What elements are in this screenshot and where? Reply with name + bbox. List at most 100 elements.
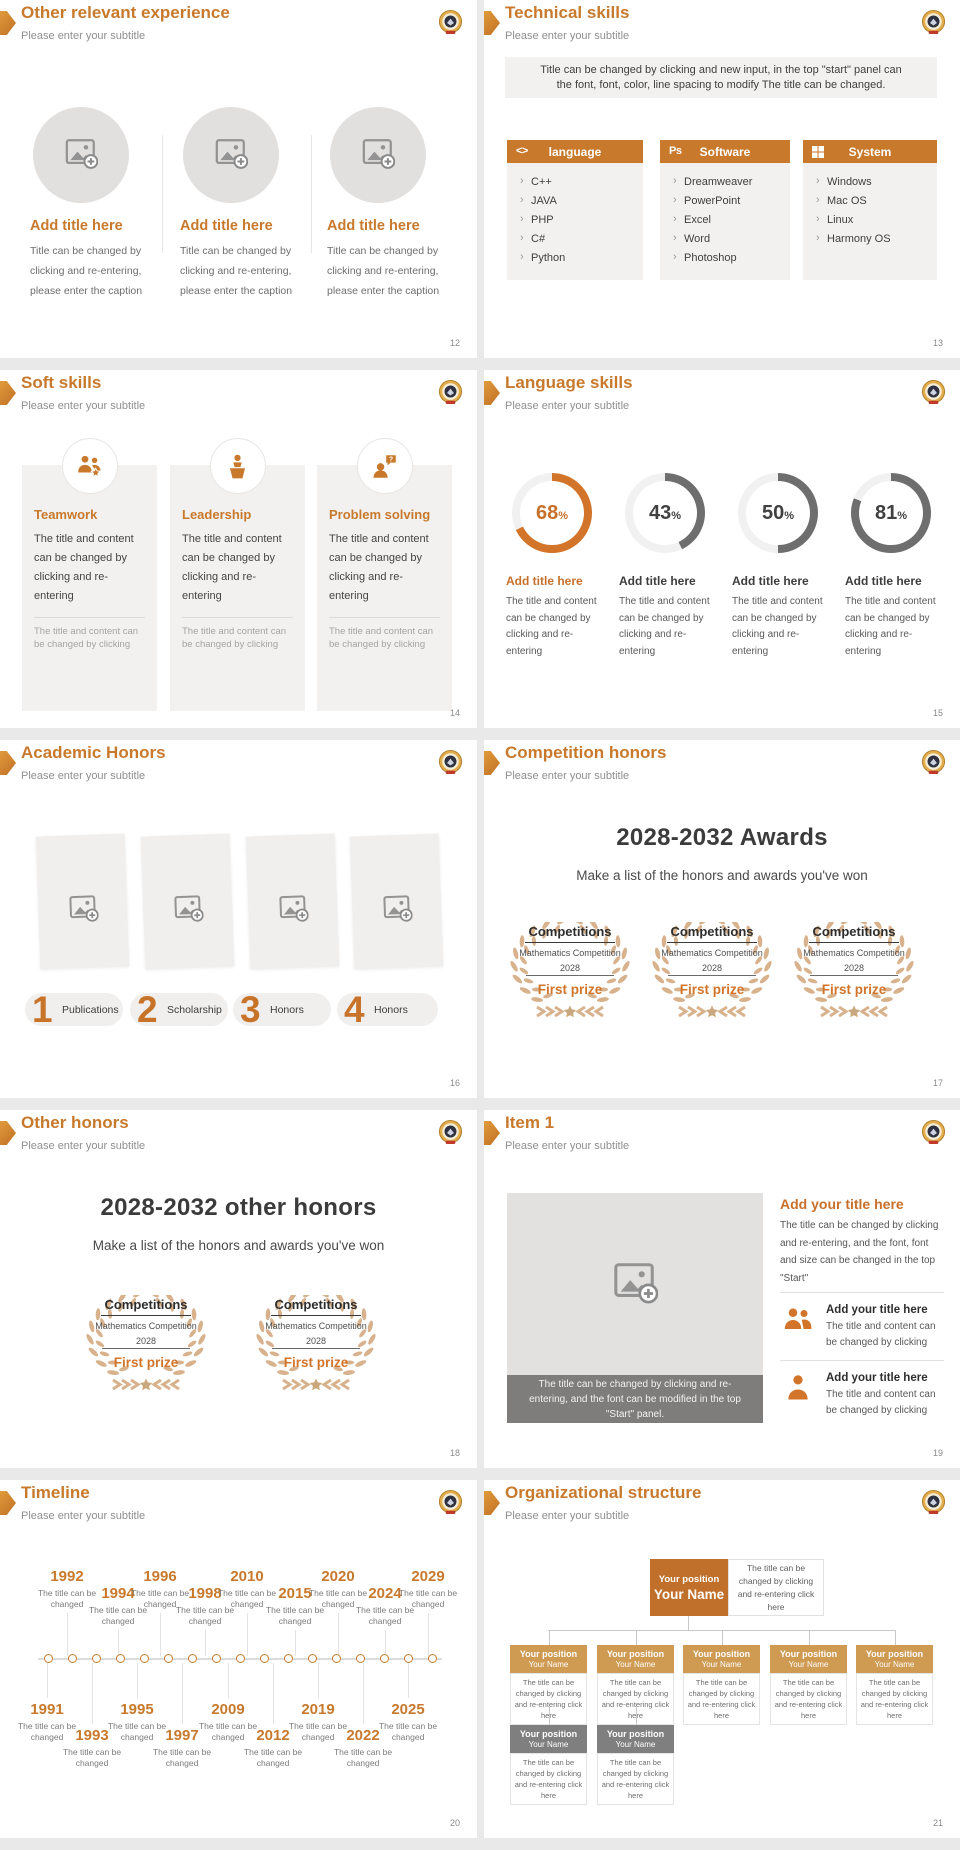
donut-chart: 50% [738, 473, 818, 553]
slide-21-organizational-structure[interactable]: Organizational structure Please enter yo… [484, 1480, 960, 1838]
timeline-node [43, 1654, 53, 1663]
slide-12-other-relevant-experience[interactable]: Other relevant experience Please enter y… [0, 0, 477, 358]
feature-body: The title and content can be changed by … [826, 1321, 936, 1348]
list-item: PowerPoint [660, 191, 790, 211]
slide-title: Soft skills [21, 373, 102, 392]
awards-subheading: Make a list of the honors and awards you… [92, 1238, 385, 1253]
award-wreath: Competitions Mathematics Competition 2028 F… [789, 922, 919, 1024]
wreath-prize: First prize [537, 982, 603, 997]
wreath-title: Competitions [525, 924, 615, 943]
slide-title: Technical skills [505, 3, 630, 22]
percent-sign: % [897, 509, 908, 522]
wreath-year: 2028 [668, 963, 756, 976]
timeline-year: 2022 [346, 1727, 380, 1744]
timeline-year: 2029 [411, 1568, 445, 1585]
org-children: Your position Your Name The title can be c… [484, 1480, 960, 1838]
position-label: Your position [658, 1573, 720, 1585]
people-icon [780, 1304, 816, 1350]
list-item: C++ [507, 172, 643, 192]
add-image-icon [64, 136, 99, 175]
org-sub-branch: Your position Your Name The title can be c… [510, 1707, 587, 1805]
timeline-entry: 2020 The title can be changed [306, 1568, 370, 1610]
org-position-box: Your position Your Name [510, 1725, 587, 1753]
position-label: Your position [779, 1648, 838, 1659]
award-wreath: Competitions Mathematics Competition 2028 F… [81, 1295, 211, 1397]
item-caption: Title can be changed by clicking and re-… [327, 245, 440, 297]
slide-title: Other honors [21, 1113, 129, 1132]
right-title: Add your title here [780, 1196, 904, 1212]
slide-18-other-honors[interactable]: Other honors Please enter your subtitle … [0, 1110, 477, 1468]
timeline-connector [228, 1663, 229, 1698]
language-gauge: 43% Add title here The title and content c… [619, 473, 711, 660]
list-item: Dreamweaver [660, 172, 790, 192]
language-gauge: 68% Add title here The title and content c… [506, 473, 598, 660]
timeline-entry: 2010 The title can be changed [215, 1568, 279, 1610]
award-wreath: Competitions Mathematics Competition 2028 F… [505, 922, 635, 1024]
teamwork-icon [61, 438, 118, 494]
slide-subtitle: Please enter your subtitle [21, 1140, 146, 1152]
timeline-entry: 2029 The title can be changed [396, 1568, 460, 1610]
wreath-event: Mathematics Competition [661, 948, 763, 958]
timeline-entry: 2022 The title can be changed [331, 1727, 395, 1769]
timeline-year: 1996 [143, 1568, 177, 1585]
position-label: Your position [606, 1648, 665, 1659]
school-crest-logo [920, 749, 947, 776]
gauge-body: The title and content can be changed by … [845, 596, 936, 657]
org-position-box: Your position Your Name [856, 1645, 933, 1673]
feature-row: Add your title here The title and content… [780, 1360, 944, 1428]
add-image-icon [612, 1259, 659, 1310]
donut-value: 68% [512, 473, 592, 553]
list-item: Excel [660, 210, 790, 230]
column-header: System [803, 140, 937, 163]
wreath-event: Mathematics Competition [803, 948, 905, 958]
badge-label: Scholarship [167, 1003, 222, 1016]
org-note: The title can be changed by clicking and… [597, 1673, 674, 1725]
photo-placeholder [349, 833, 444, 970]
school-crest-logo [437, 749, 464, 776]
timeline-year: 1998 [188, 1585, 222, 1602]
timeline-connector [408, 1663, 409, 1698]
school-crest-logo [920, 1489, 947, 1516]
page-number: 15 [932, 708, 943, 718]
page-number: 17 [932, 1078, 943, 1088]
school-crest-logo [437, 9, 464, 36]
list-item: PHP [507, 210, 643, 230]
photo-placeholder [35, 833, 130, 970]
gauge-title: Add title here [506, 574, 583, 588]
badge-number: 3 [240, 989, 261, 1030]
wreath-text: Competitions Mathematics Competition 2028 F… [647, 922, 777, 997]
timeline-node [379, 1654, 389, 1663]
add-image-icon [172, 874, 204, 928]
slide-title: Other relevant experience [21, 3, 230, 22]
slide-13-technical-skills[interactable]: Technical skills Please enter your subti… [484, 0, 960, 358]
slide-14-soft-skills[interactable]: Soft skills Please enter your subtitle T… [0, 370, 477, 728]
school-crest-logo [437, 1489, 464, 1516]
org-position-box: Your position Your Name [770, 1645, 847, 1673]
slide-19-item-1[interactable]: Item 1 Please enter your subtitle The ti… [484, 1110, 960, 1468]
column-header-label: System [848, 144, 892, 159]
donut-value: 81% [851, 473, 931, 553]
wreath-event: Mathematics Competition [95, 1321, 197, 1331]
card-footnote: The title and content can be changed by … [182, 626, 287, 650]
timeline-connector [385, 1630, 386, 1656]
slide-20-timeline[interactable]: Timeline Please enter your subtitle 1992… [0, 1480, 477, 1838]
item-title: Add title here [180, 218, 273, 234]
percent-sign: % [784, 509, 795, 522]
timeline-connector [318, 1663, 319, 1698]
page-number: 19 [932, 1448, 943, 1458]
list-item: Python [507, 248, 643, 268]
column-body: DreamweaverPowerPointExcelWordPhotoshop [660, 163, 790, 280]
list-item: Word [660, 229, 790, 249]
soft-skill-card: ? Problem solving The title and content ca… [317, 438, 452, 711]
school-crest-logo [920, 9, 947, 36]
language-gauge: 50% Add title here The title and content c… [732, 473, 824, 660]
card-body: The title and content can be changed by … [329, 533, 429, 602]
timeline-caption: The title can be changed [88, 1605, 148, 1626]
slide-16-academic-honors[interactable]: Academic Honors Please enter your subtit… [0, 740, 477, 1098]
slide-15-language-skills[interactable]: Language skills Please enter your subtit… [484, 370, 960, 728]
slide-17-competition-honors[interactable]: Competition honors Please enter your sub… [484, 740, 960, 1098]
timeline-node [355, 1654, 365, 1663]
experience-item: Add title here Title can be changed by cl… [28, 107, 152, 301]
org-root-note: The title can be changed by clicking and… [728, 1559, 824, 1616]
honor-badge: 4 Honors [337, 991, 438, 1028]
